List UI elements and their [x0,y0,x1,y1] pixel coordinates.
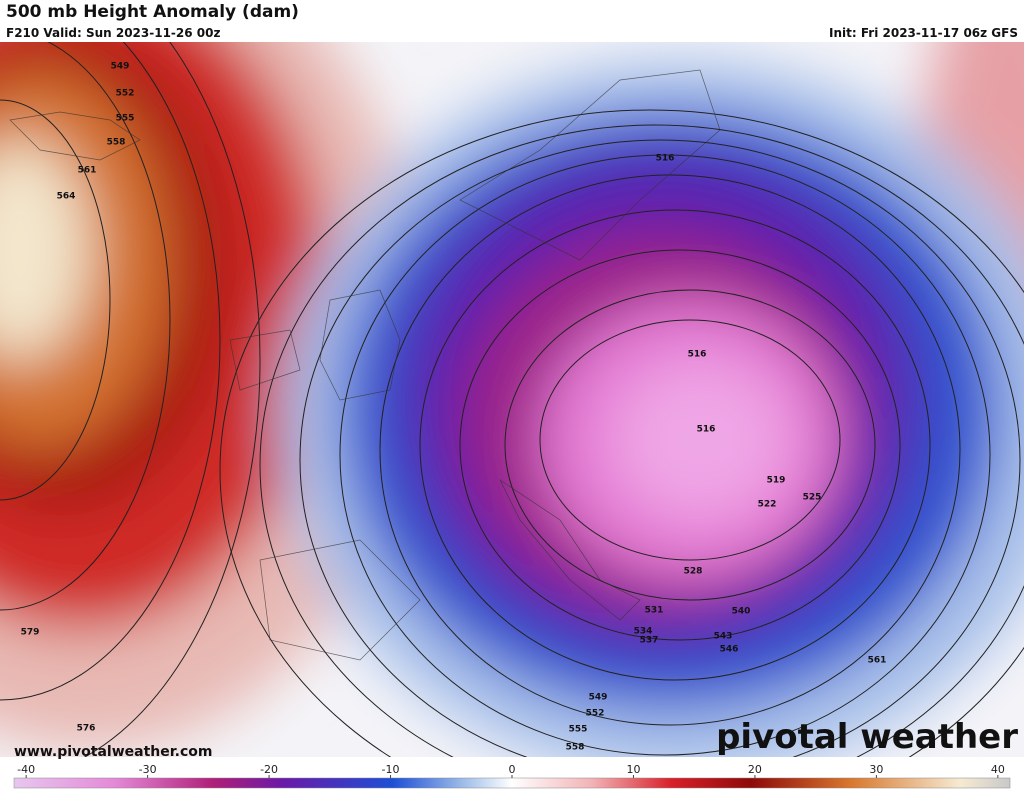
contour-label: 543 [714,632,733,642]
contour-label: 561 [78,166,97,176]
colorbar-tick-label: 30 [869,763,883,776]
colorbar-tick-label: 20 [748,763,762,776]
contour-label: 537 [640,636,659,646]
contour-label: 564 [57,192,76,202]
contour-label: 576 [77,724,96,734]
map-title: 500 mb Height Anomaly (dam) [6,2,299,22]
contour-label: 555 [116,114,135,124]
colorbar-tick-label: 10 [626,763,640,776]
brand-logo: pivotal weather [716,717,1018,757]
contour-label: 534 [634,627,653,637]
contour-label: 522 [758,500,777,510]
contour-label: 531 [645,606,664,616]
contour-label: 516 [656,154,675,164]
contour-label: 549 [111,62,130,72]
colorbar-tick-label: 40 [991,763,1005,776]
contour-label: 552 [116,89,135,99]
contour-label: 552 [586,709,605,719]
colorbar-tick-label: -30 [139,763,157,776]
contour-label: 579 [21,628,40,638]
contour-label: 525 [803,493,822,503]
coastlines [9,69,721,661]
valid-time: F210 Valid: Sun 2023-11-26 00z [6,26,220,40]
colorbar-tick-label: 0 [509,763,516,776]
colorbar-tick-label: -10 [382,763,400,776]
contour-label: 561 [868,656,887,666]
contour-label: 516 [688,350,707,360]
contour-label: 528 [684,567,703,577]
colorbar [13,777,1011,789]
contour-label: 540 [732,607,751,617]
site-url: www.pivotalweather.com [14,744,213,760]
colorbar-tick-label: -40 [17,763,35,776]
init-time: Init: Fri 2023-11-17 06z GFS [829,26,1018,40]
contour-label: 549 [589,693,608,703]
contour-label: 516 [697,425,716,435]
colorbar-tick-label: -20 [260,763,278,776]
contour-label: 558 [566,743,585,753]
contour-label: 558 [107,138,126,148]
contour-label: 519 [767,476,786,486]
contour-label: 555 [569,725,588,735]
contour-label: 546 [720,645,739,655]
